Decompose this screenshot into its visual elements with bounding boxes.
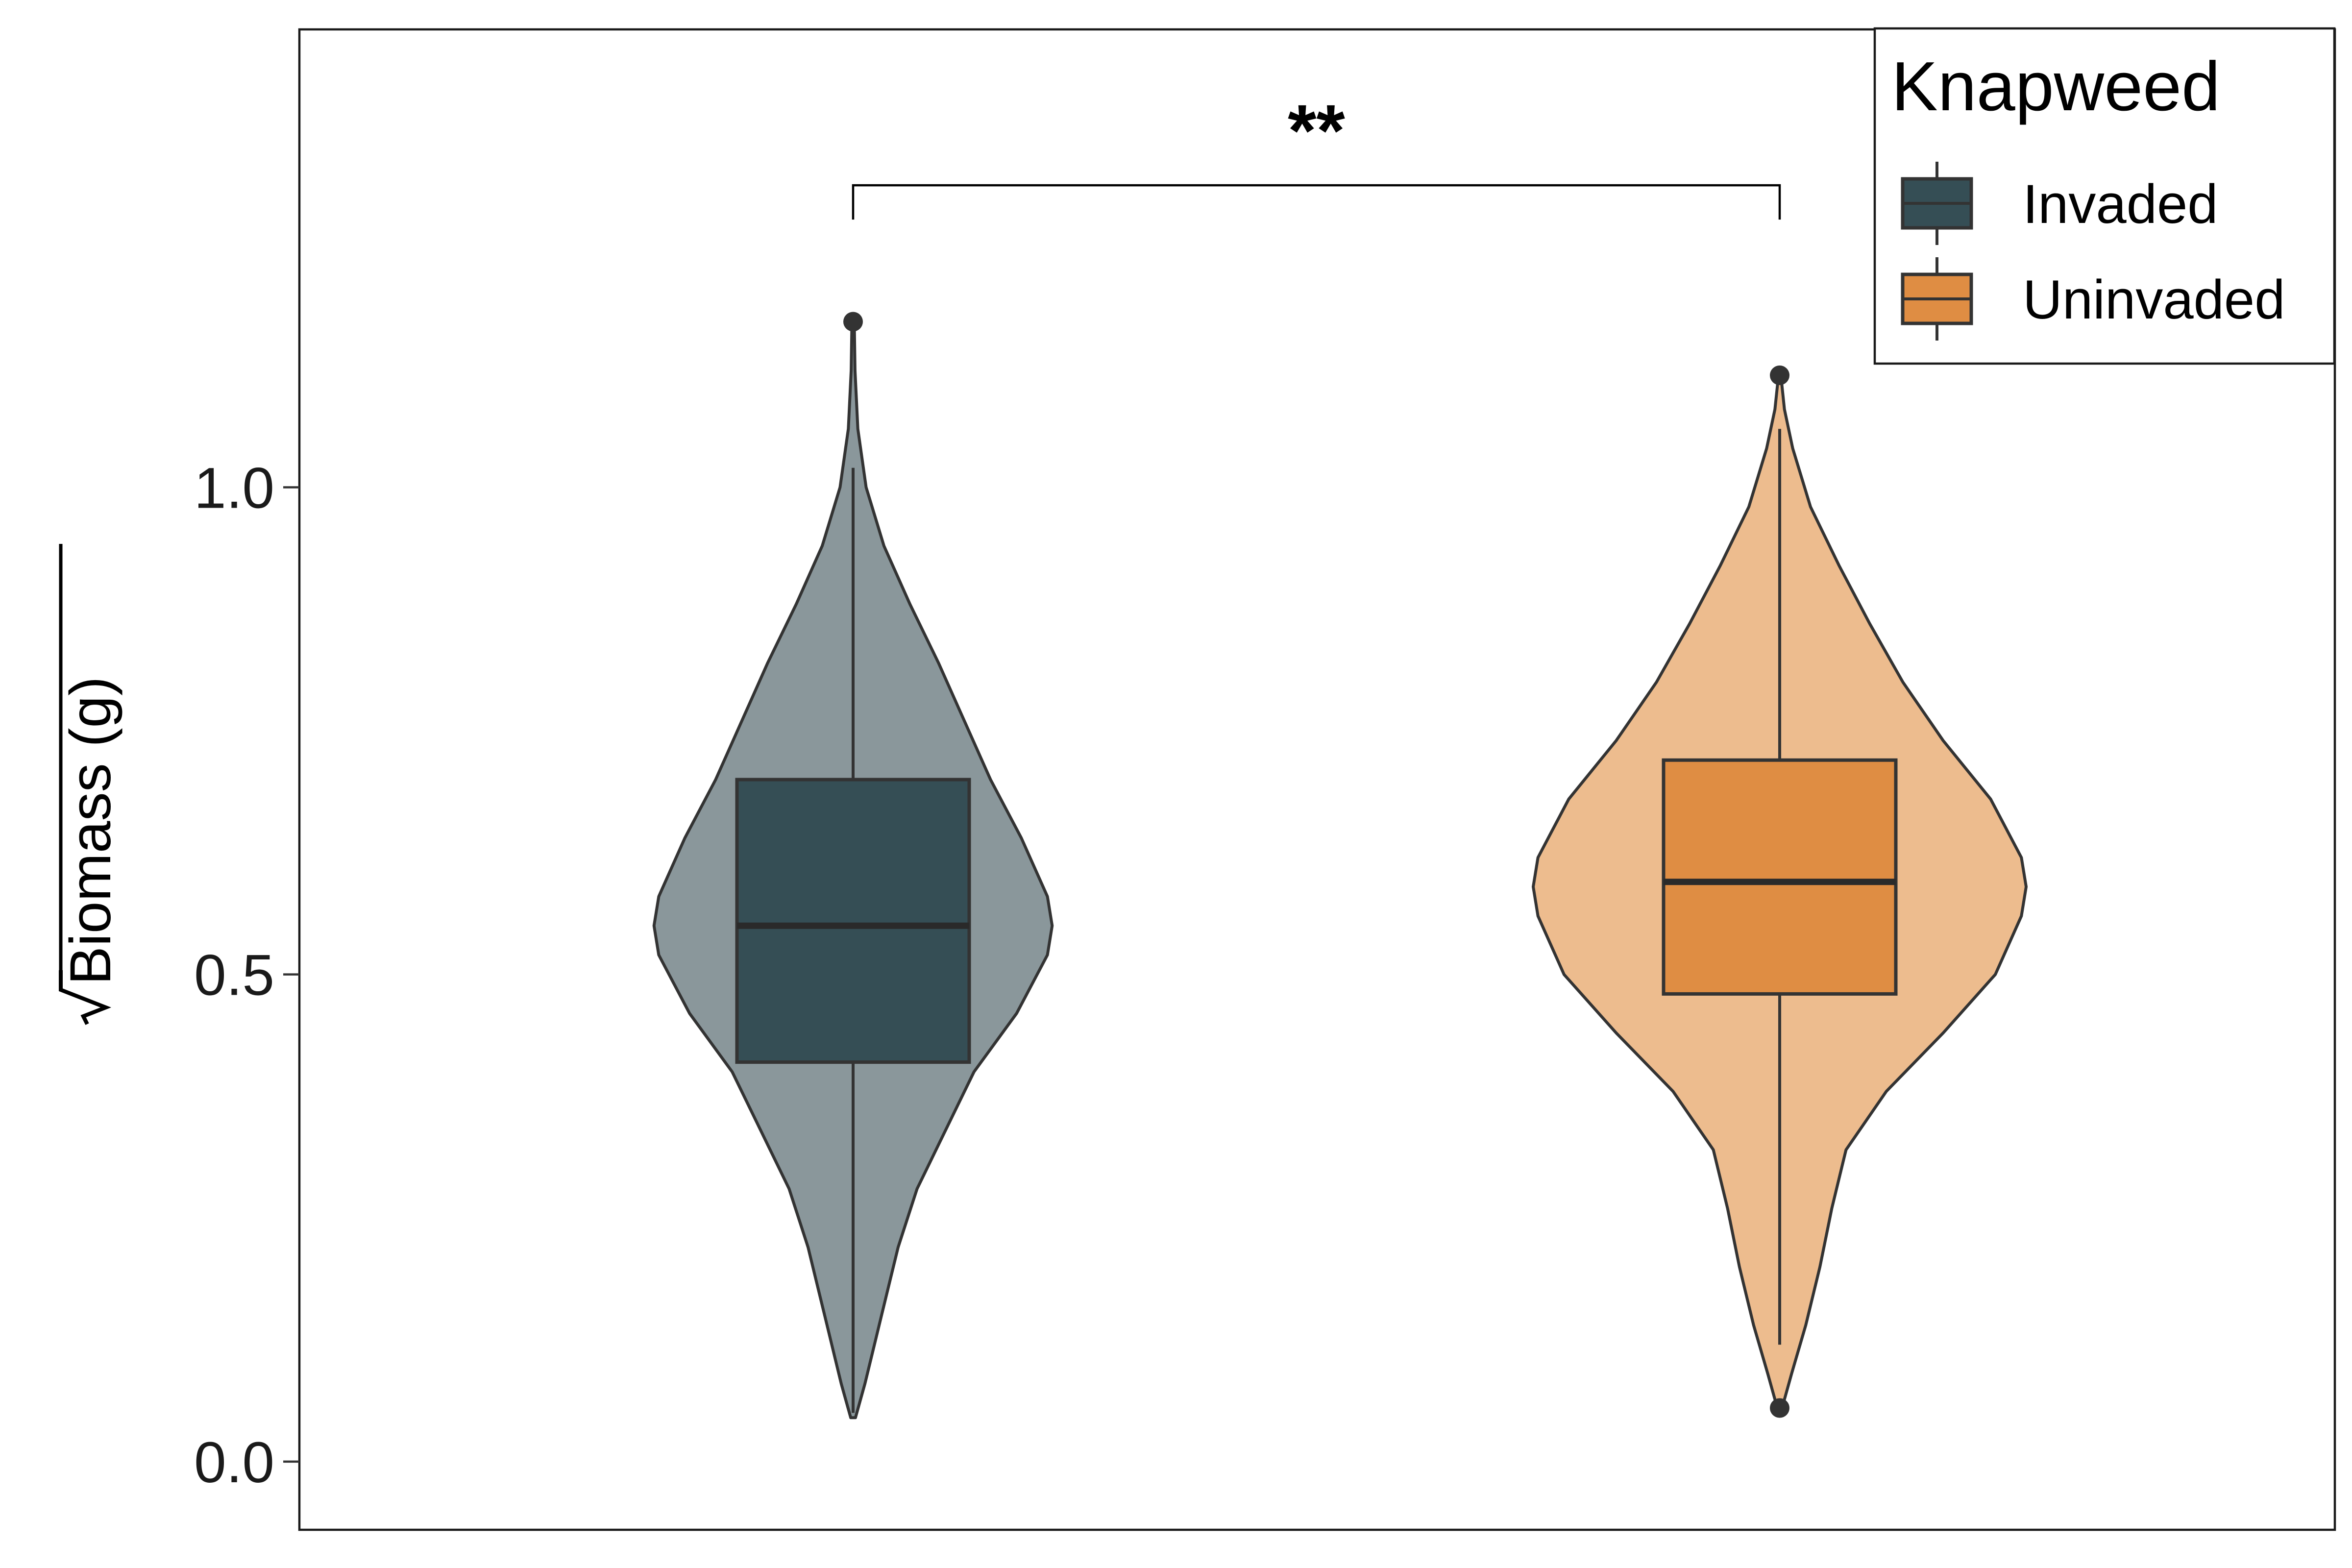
legend-label: Uninvaded [2023,269,2285,330]
legend-item-invaded: Invaded [1901,162,2218,245]
boxplot-uninvaded [1662,365,1898,1418]
significance-label: ** [1288,89,1345,172]
legend: Knapweed Invaded Uninvaded [1873,27,2336,365]
legend-label: Invaded [2023,173,2218,235]
y-axis: 0.0 0.5 1.0 [194,456,299,1495]
legend-title: Knapweed [1891,48,2220,125]
significance-bracket [852,184,1781,220]
boxplot-layer [735,312,1898,1418]
y-tick-label: 0.5 [194,943,274,1008]
outlier-point [1770,365,1789,385]
legend-item-uninvaded: Uninvaded [1901,257,2285,341]
iqr-box [1662,758,1898,996]
outlier-point [843,312,863,332]
outlier-point [1770,1398,1789,1418]
y-tick-label: 1.0 [194,456,274,521]
significance-annotation: ** [852,89,1781,220]
y-axis-title: Biomass (g) [58,544,123,1025]
y-tick-label: 0.0 [194,1430,274,1495]
y-axis-label: Biomass (g) [58,677,123,985]
boxplot-invaded [735,312,971,1413]
iqr-box [735,778,971,1064]
